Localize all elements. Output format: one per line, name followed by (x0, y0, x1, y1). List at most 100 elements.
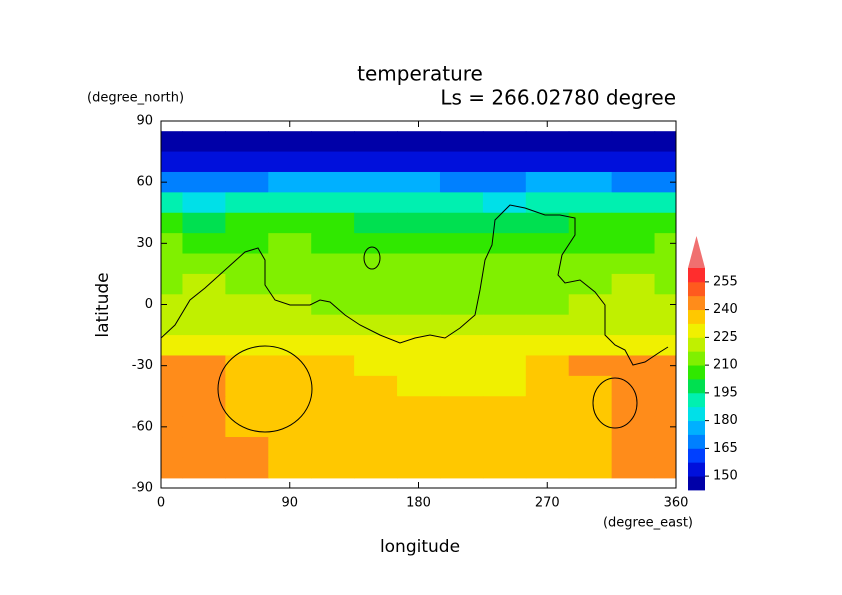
temperature-cell (611, 335, 656, 357)
temperature-cell (311, 192, 355, 214)
temperature-cell (268, 253, 312, 275)
temperature-cell (182, 171, 226, 193)
temperature-cell (568, 131, 613, 153)
temperature-cell (611, 131, 656, 153)
temperature-cell (268, 335, 312, 357)
temperature-cell (525, 233, 570, 255)
temperature-cell (354, 437, 398, 459)
temperature-cell (397, 396, 441, 418)
colorbar-tick-label: 240 (713, 302, 738, 317)
temperature-cell (268, 437, 312, 459)
temperature-cell (397, 437, 441, 459)
temperature-cell (182, 335, 226, 357)
temperature-cell (439, 457, 484, 479)
temperature-cell (354, 375, 398, 397)
temperature-cell (311, 273, 355, 295)
y-tick-label: 30 (136, 236, 153, 251)
temperature-cell (397, 192, 441, 214)
temperature-cell (225, 437, 269, 459)
temperature-cell (397, 314, 441, 336)
temperature-cell (311, 314, 355, 336)
temperature-cell (397, 375, 441, 397)
temperature-cell (268, 396, 312, 418)
temperature-cell (439, 171, 484, 193)
temperature-cell (311, 335, 355, 357)
temperature-cell (225, 375, 269, 397)
temperature-cell (439, 192, 484, 214)
temperature-cell (354, 192, 398, 214)
temperature-cell (654, 416, 676, 438)
colorbar-tick-label: 225 (713, 330, 738, 345)
temperature-cell (525, 131, 570, 153)
temperature-cell (611, 171, 656, 193)
colorbar-tick-label: 180 (713, 413, 738, 428)
temperature-cell (182, 457, 226, 479)
temperature-cell (482, 437, 527, 459)
y-tick-label: 60 (136, 175, 153, 190)
temperature-cell (161, 335, 184, 357)
temperature-cell (482, 294, 527, 316)
colorbar-tick-label: 165 (713, 441, 738, 456)
temperature-cell (568, 416, 613, 438)
colorbar-band (688, 434, 705, 449)
temperature-cell (311, 171, 355, 193)
x-axis-label: longitude (380, 537, 460, 557)
temperature-cell (654, 273, 676, 295)
x-units: (degree_east) (603, 516, 693, 531)
temperature-cell (397, 131, 441, 153)
temperature-cell (268, 457, 312, 479)
temperature-cell (654, 294, 676, 316)
temperature-cell (225, 416, 269, 438)
temperature-cell (311, 233, 355, 255)
temperature-cell (354, 396, 398, 418)
temperature-cell (161, 192, 184, 214)
contour-line (363, 246, 381, 270)
temperature-cell (397, 294, 441, 316)
colorbar-band (688, 392, 705, 408)
temperature-cell (654, 233, 676, 255)
temperature-cell (439, 437, 484, 459)
temperature-cell (182, 396, 226, 418)
temperature-cell (482, 233, 527, 255)
temperature-cell (161, 273, 184, 295)
temperature-cell (225, 273, 269, 295)
temperature-cell (161, 416, 184, 438)
temperature-cell (525, 151, 570, 173)
temperature-cell (611, 212, 656, 234)
temperature-cell (439, 355, 484, 377)
y-tick-label: 90 (136, 114, 153, 129)
colorbar-band (688, 337, 705, 352)
colorbar-band (688, 309, 705, 324)
temperature-cell (611, 233, 656, 255)
temperature-cell (482, 273, 527, 295)
temperature-cell (268, 171, 312, 193)
temperature-cell (225, 314, 269, 336)
temperature-cell (225, 396, 269, 418)
temperature-cell (354, 233, 398, 255)
temperature-cell (397, 273, 441, 295)
temperature-cell (268, 212, 312, 234)
temperature-cell (654, 171, 676, 193)
temperature-cell (482, 212, 527, 234)
temperature-cell (161, 171, 184, 193)
temperature-cell (268, 233, 312, 255)
temperature-cell (397, 355, 441, 377)
temperature-cell (568, 212, 613, 234)
temperature-cell (161, 233, 184, 255)
temperature-cell (397, 171, 441, 193)
colorbar-band (688, 406, 705, 422)
temperature-cell (268, 314, 312, 336)
temperature-cell (654, 396, 676, 418)
temperature-cell (311, 375, 355, 397)
temperature-cell (182, 151, 226, 173)
temperature-cell (568, 457, 613, 479)
temperature-cell (525, 212, 570, 234)
temperature-cell (354, 335, 398, 357)
temperature-cell (439, 314, 484, 336)
temperature-cell (397, 212, 441, 234)
temperature-cell (654, 151, 676, 173)
chart-title: temperature (357, 62, 483, 86)
temperature-cell (182, 192, 226, 214)
temperature-cell (182, 355, 226, 377)
temperature-cell (225, 131, 269, 153)
